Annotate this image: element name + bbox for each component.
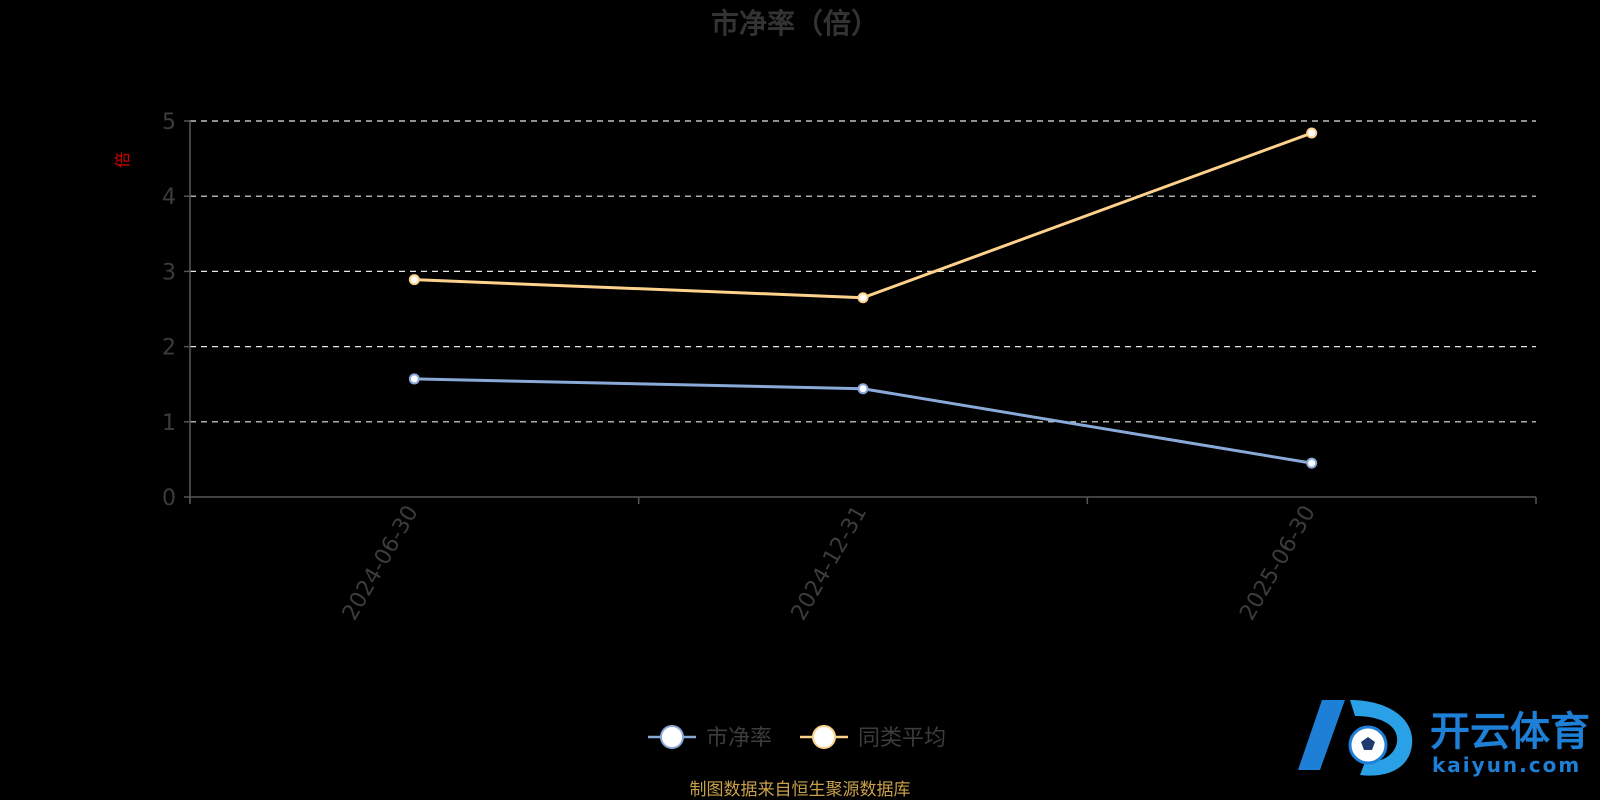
grid — [190, 120, 1536, 423]
series-line-1 — [414, 131, 1313, 300]
data-point — [1306, 127, 1318, 139]
y-tick-label: 5 — [162, 110, 176, 135]
legend: 市净率 同类平均 — [648, 725, 946, 751]
logo-icon — [1298, 700, 1413, 776]
data-point — [857, 383, 869, 395]
legend-marker — [660, 725, 684, 749]
data-point — [857, 292, 869, 304]
y-tick-label: 0 — [162, 486, 176, 511]
y-tick-label: 2 — [162, 336, 176, 361]
x-axis-ticks — [189, 497, 1537, 504]
watermark-logo: 开云体育 kaiyun.com — [1298, 700, 1590, 777]
watermark-brand: 开云体育 — [1430, 709, 1590, 755]
data-point — [408, 373, 420, 385]
legend-item[interactable]: 市净率 — [648, 725, 772, 751]
legend-label: 市净率 — [706, 726, 772, 751]
legend-marker — [812, 725, 836, 749]
data-point — [1306, 457, 1318, 469]
x-axis-labels: 2024-06-30 2024-12-31 2025-06-30 — [338, 502, 1321, 625]
chart-title: 市净率（倍） — [711, 7, 879, 40]
legend-item[interactable]: 同类平均 — [800, 725, 946, 751]
series-lines — [408, 127, 1318, 469]
x-tick-label: 2024-06-30 — [338, 502, 424, 625]
data-point — [408, 274, 420, 286]
y-axis-ticks: 0 1 2 3 4 5 — [162, 110, 190, 511]
x-tick-label: 2024-12-31 — [787, 502, 873, 625]
legend-label: 同类平均 — [858, 726, 946, 751]
y-tick-label: 4 — [162, 185, 176, 210]
x-tick-label: 2025-06-30 — [1235, 502, 1321, 625]
y-axis-label: 倍 — [113, 152, 132, 168]
y-tick-label: 3 — [162, 260, 176, 285]
source-note: 制图数据来自恒生聚源数据库 — [690, 780, 911, 800]
watermark-domain: kaiyun.com — [1432, 753, 1581, 777]
y-tick-label: 1 — [162, 411, 176, 436]
